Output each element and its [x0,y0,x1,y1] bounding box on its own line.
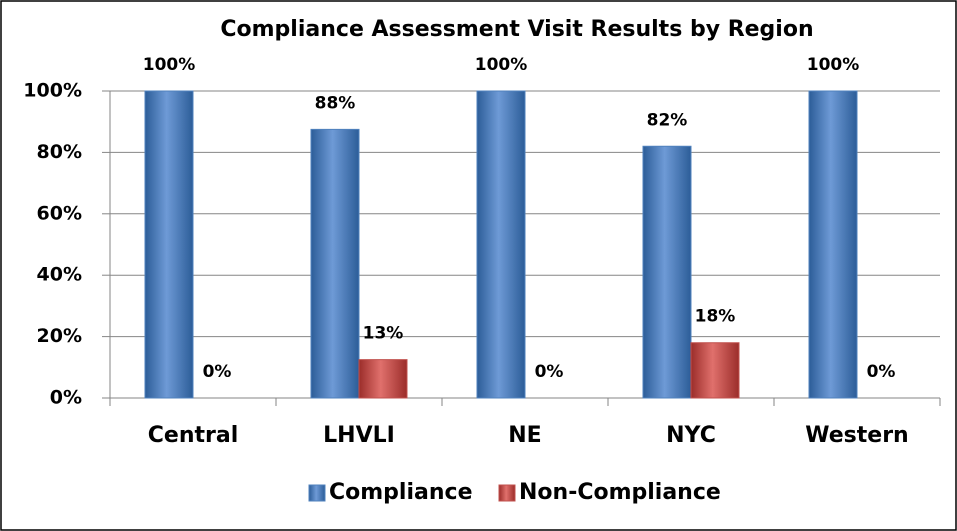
bar [310,128,360,399]
bar [642,145,692,399]
x-tick-label: Central [148,423,238,448]
x-tick-label: NE [508,423,541,448]
data-label: 0% [867,362,896,382]
y-tick-label: 0% [50,387,82,409]
y-tick-label: 40% [37,264,82,286]
bar [144,90,194,399]
bar [808,90,858,399]
y-tick-label: 100% [23,80,82,102]
bar [476,90,526,399]
data-label: 100% [807,55,860,75]
data-label: 18% [695,307,736,327]
data-label: 82% [647,110,688,130]
legend-label: Non-Compliance [519,480,721,505]
x-tick-label: LHVLI [323,423,395,448]
x-tick-label: Western [805,423,908,448]
data-label: 100% [475,55,528,75]
legend-swatch [308,484,326,502]
chart-title: Compliance Assessment Visit Results by R… [220,17,813,42]
legend-label: Compliance [329,480,472,505]
data-label: 0% [535,362,564,382]
data-label: 88% [315,93,356,113]
data-label: 0% [203,362,232,382]
x-tick-label: NYC [666,423,716,448]
legend-swatch [498,484,516,502]
y-tick-label: 20% [37,325,82,347]
y-tick-label: 60% [37,202,82,224]
y-tick-label: 80% [37,141,82,163]
bar [358,359,408,399]
data-label: 100% [143,55,196,75]
data-label: 13% [363,324,404,344]
bar [690,342,740,399]
